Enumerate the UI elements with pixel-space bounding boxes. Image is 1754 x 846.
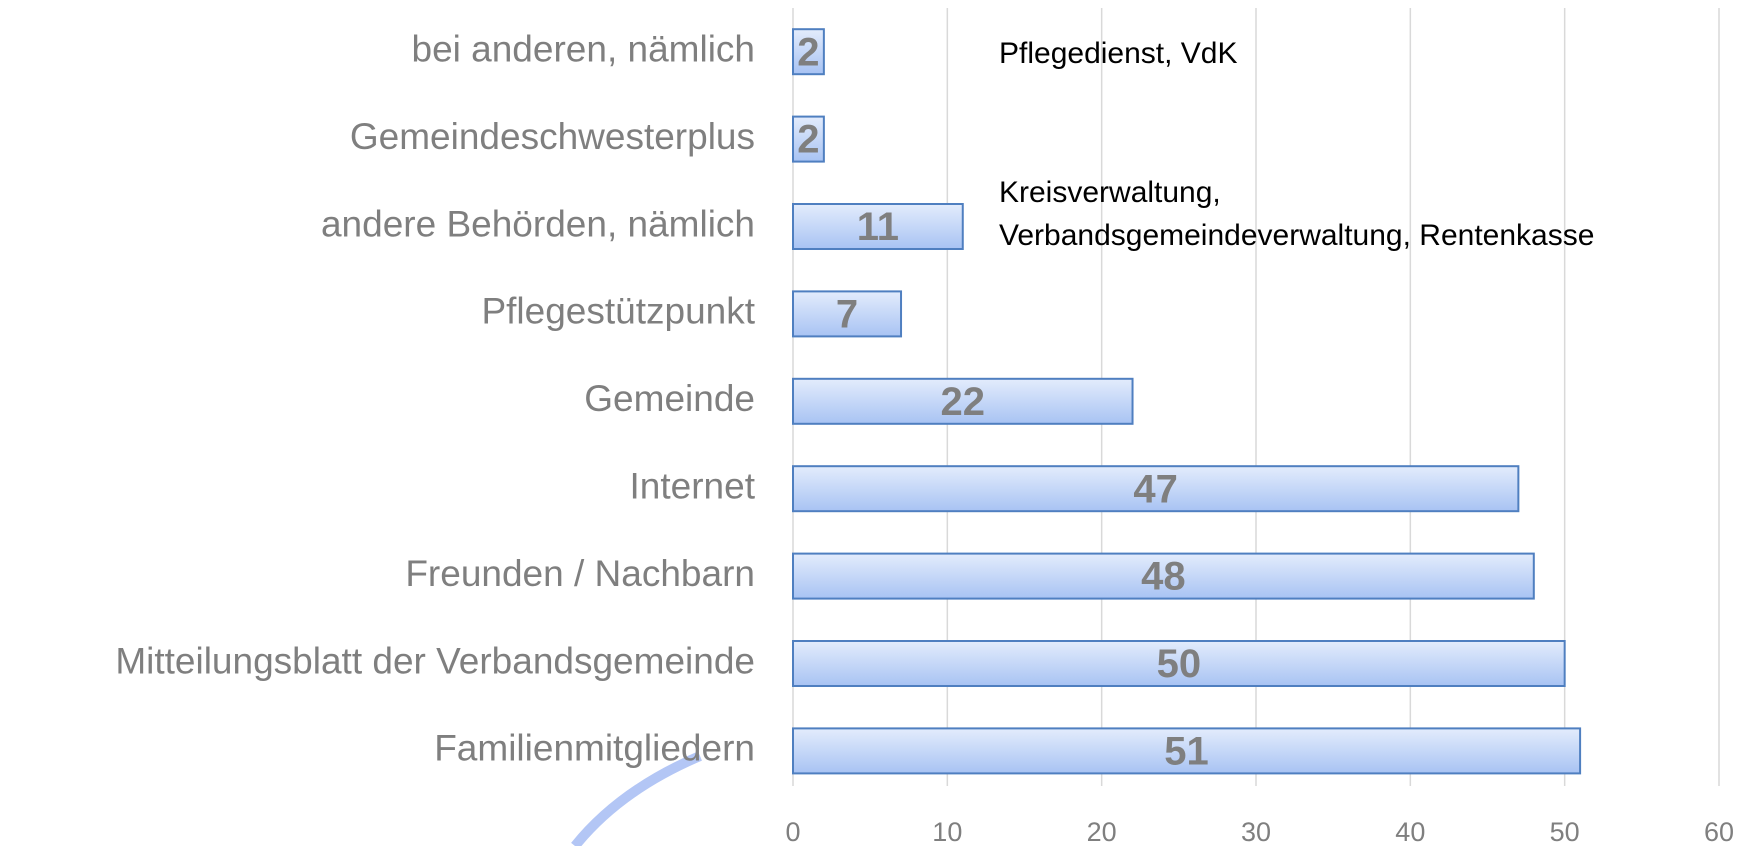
data-label: 47 [1133, 467, 1178, 511]
annotation: Verbandsgemeindeverwaltung, Rentenkasse [999, 219, 1594, 252]
bar [792, 727, 1582, 775]
x-tick-label: 30 [1241, 817, 1271, 846]
bar [792, 203, 964, 250]
annotation: Pflegedienst, VdK [999, 37, 1238, 70]
data-label: 48 [1141, 555, 1186, 599]
y-tick-label: Gemeinde [584, 378, 755, 419]
y-tick-label: Mitteilungsblatt der Verbandsgemeinde [115, 640, 755, 681]
x-tick-label: 40 [1395, 817, 1425, 846]
annotation: Kreisverwaltung, [999, 176, 1221, 209]
x-tick-label: 50 [1550, 817, 1580, 846]
data-label: 22 [941, 380, 986, 424]
bar [792, 28, 825, 76]
bar [792, 290, 903, 338]
data-label: 11 [857, 205, 899, 249]
y-tick-label: Gemeindeschwesterplus [350, 116, 755, 157]
data-label: 7 [836, 292, 858, 336]
data-label: 2 [797, 30, 819, 74]
decoration-arc [571, 751, 702, 846]
bar [792, 552, 1535, 600]
x-tick-label: 0 [785, 817, 800, 846]
y-tick-label: Internet [630, 465, 756, 506]
y-tick-label: Freunden / Nachbarn [405, 553, 755, 594]
data-label: 2 [797, 118, 819, 162]
bar [792, 465, 1520, 513]
x-tick-label: 20 [1087, 817, 1117, 846]
data-label: 50 [1157, 642, 1202, 686]
data-label: 51 [1164, 729, 1209, 773]
y-tick-label: andere Behörden, nämlich [321, 203, 755, 244]
bar [792, 377, 1134, 425]
x-tick-label: 10 [932, 817, 962, 846]
bar [792, 640, 1566, 687]
y-tick-label: Pflegestützpunkt [481, 291, 755, 332]
y-tick-label: bei anderen, nämlich [412, 28, 756, 69]
x-tick-label: 60 [1704, 817, 1734, 846]
y-tick-label: Familienmitgliedern [434, 728, 755, 769]
bar [792, 115, 825, 163]
